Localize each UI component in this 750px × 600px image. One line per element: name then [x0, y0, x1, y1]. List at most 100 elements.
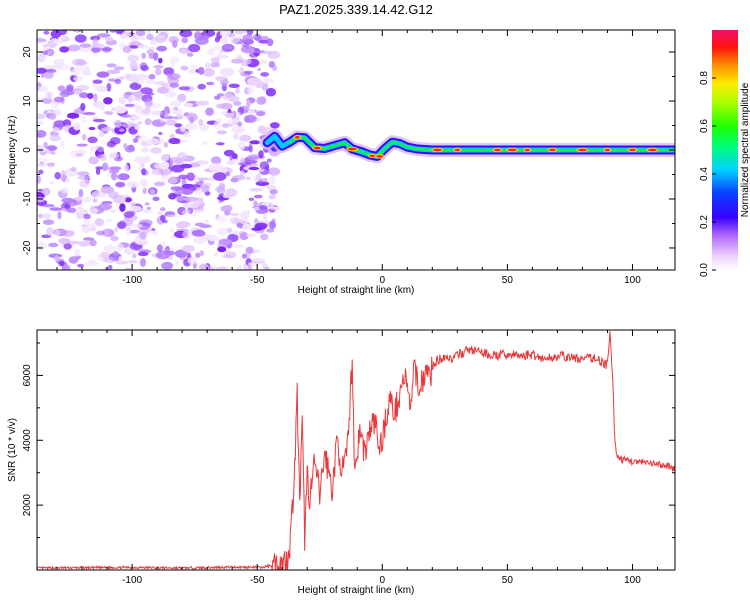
noise-blob	[37, 120, 45, 126]
noise-blob	[130, 223, 144, 228]
colorbar-label: Normalized spectral amplitude	[740, 82, 750, 217]
noise-blob	[181, 37, 189, 44]
noise-blob	[62, 264, 71, 270]
noise-blob	[76, 143, 88, 147]
noise-blob	[249, 52, 259, 58]
noise-blob	[186, 172, 195, 181]
noise-blob	[78, 240, 91, 247]
noise-blob	[247, 109, 255, 115]
noise-blob	[192, 212, 198, 217]
noise-blob	[199, 34, 210, 41]
noise-blob	[100, 103, 105, 111]
signal-hotspot-core	[628, 148, 636, 152]
noise-blob	[102, 257, 117, 263]
noise-blob	[172, 39, 178, 48]
noise-blob	[231, 158, 239, 163]
colorbar-tick-label: 0.2	[699, 215, 710, 229]
noise-blob	[195, 100, 210, 106]
noise-blob	[168, 137, 181, 145]
noise-blob	[214, 61, 220, 68]
noise-blob	[216, 142, 225, 146]
noise-blob	[37, 53, 46, 63]
noise-blob	[213, 45, 221, 51]
noise-blob	[43, 50, 49, 56]
y-tick-label: 10	[22, 95, 33, 107]
noise-blob	[169, 156, 183, 164]
noise-blob	[244, 70, 254, 75]
noise-blob	[159, 162, 170, 170]
noise-blob	[67, 44, 81, 52]
noise-blob	[189, 116, 195, 124]
x-tick-label: -50	[250, 575, 265, 586]
spectrogram-x-label: Height of straight line (km)	[298, 285, 415, 296]
noise-blob	[216, 266, 228, 270]
noise-blob	[91, 190, 102, 198]
noise-blob	[92, 79, 103, 84]
noise-blob	[70, 68, 80, 77]
noise-blob	[233, 30, 247, 35]
noise-blob	[74, 34, 87, 43]
noise-blob	[224, 112, 235, 119]
noise-blob	[119, 203, 126, 212]
noise-blob	[79, 92, 89, 99]
noise-blob	[179, 30, 193, 38]
noise-blob	[95, 166, 104, 170]
noise-blob	[249, 187, 263, 192]
noise-blob	[144, 202, 150, 206]
noise-blob	[230, 212, 240, 216]
noise-blob	[124, 73, 132, 79]
x-tick-label: 50	[502, 575, 514, 586]
noise-blob	[240, 170, 245, 177]
noise-blob	[108, 152, 119, 159]
noise-blob	[74, 30, 80, 33]
noise-blob	[117, 221, 127, 230]
noise-blob	[183, 131, 192, 138]
noise-blob	[115, 30, 125, 33]
noise-blob	[53, 255, 61, 262]
noise-blob	[124, 103, 136, 108]
noise-blob	[169, 82, 179, 88]
noise-blob	[153, 181, 166, 187]
signal-hotspot-core	[454, 148, 460, 152]
noise-blob	[158, 57, 163, 64]
x-tick-label: 0	[379, 275, 385, 286]
noise-blob	[222, 254, 233, 259]
noise-blob	[54, 229, 61, 237]
noise-blob	[258, 39, 269, 44]
noise-blob	[257, 67, 262, 72]
noise-blob	[115, 260, 129, 265]
noise-blob	[178, 174, 189, 180]
noise-blob	[42, 219, 55, 225]
noise-blob	[249, 140, 261, 145]
noise-blob	[106, 83, 112, 92]
noise-blob	[269, 220, 276, 230]
noise-blob	[113, 251, 119, 256]
noise-blob	[253, 218, 259, 225]
noise-blob	[124, 145, 136, 153]
noise-blob	[229, 35, 240, 44]
noise-blob	[127, 54, 140, 63]
noise-blob	[98, 130, 105, 138]
y-tick-label: 20	[22, 46, 33, 58]
noise-blob	[82, 134, 87, 141]
snr-panel: -100 -50 0 50 100 2000 4000 6000 Height of stra…	[7, 329, 676, 596]
noise-blob	[37, 162, 46, 167]
snr-y-label: SNR (10 * v/v)	[7, 418, 18, 482]
noise-blob	[264, 266, 270, 270]
colorbar-tick-label: 0.4	[699, 167, 710, 181]
noise-blob	[135, 104, 144, 113]
noise-blob	[58, 261, 65, 267]
spectrogram-y-label: Frequency (Hz)	[7, 116, 18, 185]
noise-blob	[231, 58, 244, 64]
noise-blob	[256, 59, 268, 65]
noise-blob	[119, 128, 125, 132]
noise-blob	[118, 256, 123, 263]
noise-blob	[92, 118, 106, 123]
noise-blob	[130, 115, 141, 120]
noise-blob	[103, 97, 113, 105]
noise-blob	[199, 263, 209, 270]
noise-blob	[144, 118, 152, 126]
noise-blob	[177, 93, 187, 102]
noise-blob	[54, 172, 61, 180]
signal-hotspot-core	[432, 148, 442, 152]
